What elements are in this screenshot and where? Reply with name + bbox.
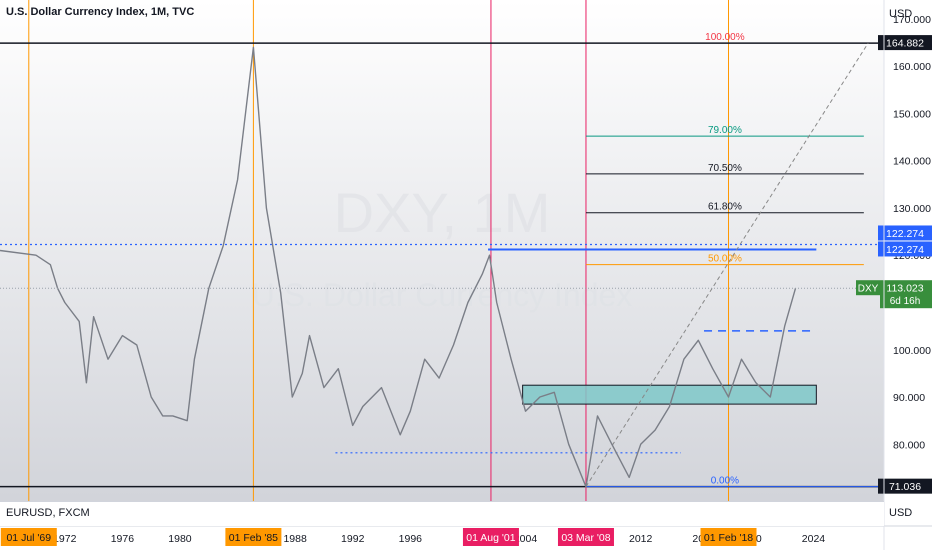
last-price-label: 113.023	[886, 283, 923, 295]
price-label-blue-upper: 122.274	[886, 228, 924, 240]
price-label-top-level-bg	[878, 35, 932, 51]
time-marker-label: 01 Feb '85	[229, 532, 278, 544]
y-tick-label: 100.000	[893, 345, 931, 357]
lower-pane-label: EURUSD, FXCM	[6, 507, 90, 519]
watermark-name: U.S. Dollar Currency Index	[252, 277, 633, 313]
time-marker-label: 01 Feb '18	[704, 532, 753, 544]
price-axis-unit: USD	[889, 8, 913, 20]
lower-pane	[0, 501, 884, 526]
x-tick-label: 2004	[514, 533, 538, 545]
fib-level-label: 61.80%	[708, 202, 742, 213]
x-tick-label: 1976	[111, 533, 135, 545]
x-tick-label: 2024	[802, 533, 826, 545]
price-label-blue-bg	[878, 225, 932, 241]
y-tick-label: 160.000	[893, 61, 931, 73]
price-label-bottom-level: 71.036	[889, 481, 921, 493]
countdown-label: 6d 16h	[890, 296, 921, 307]
time-marker-bg	[462, 528, 519, 546]
y-tick-label: 170.000	[893, 14, 931, 26]
time-marker-bg	[0, 528, 57, 546]
price-label-top-level: 164.882	[886, 38, 924, 50]
time-marker-bg	[557, 528, 614, 546]
time-marker-bg	[225, 528, 282, 546]
symbol-badge-bg	[856, 280, 880, 296]
x-tick-label: 1980	[168, 533, 192, 545]
y-tick-label: 90.000	[893, 392, 925, 404]
chart-title: U.S. Dollar Currency Index, 1M, TVC	[6, 6, 195, 18]
fib-level-label: 0.00%	[711, 476, 739, 487]
x-tick-label: 1992	[341, 533, 365, 545]
price-series-line	[0, 46, 797, 488]
price-label-blue-lower: 122.274	[886, 244, 924, 256]
x-tick-label: 1988	[283, 533, 307, 545]
y-tick-label: 130.000	[893, 203, 931, 215]
last-price-bg	[880, 280, 932, 309]
x-tick-label: 1996	[399, 533, 423, 545]
fib-level-label: 79.00%	[708, 125, 742, 136]
time-marker-label: 03 Mar '08	[561, 532, 610, 544]
support-zone	[522, 384, 817, 405]
x-tick-label: 20	[692, 533, 704, 545]
y-tick-label: 80.000	[893, 439, 925, 451]
fib-trend-line	[585, 42, 869, 487]
y-tick-label: 140.000	[893, 156, 931, 168]
time-marker-bg	[700, 528, 757, 546]
time-marker-label: 01 Jul '69	[6, 532, 51, 544]
time-marker-label: 01 Aug '01	[466, 532, 515, 544]
price-label-bottom-level-bg	[878, 478, 932, 494]
price-label-blue-bg	[878, 241, 932, 257]
fib-level-label: 100.00%	[705, 32, 745, 43]
x-tick-label: 1972	[53, 533, 77, 545]
watermark-symbol: DXY, 1M	[334, 181, 551, 244]
fib-level-label: 50.00%	[708, 254, 742, 265]
fib-level-label: 70.50%	[708, 163, 742, 174]
lower-pane-unit: USD	[889, 507, 913, 519]
symbol-badge: DXY	[858, 284, 879, 295]
x-tick-label: 2012	[629, 533, 653, 545]
y-tick-label: 150.000	[893, 108, 931, 120]
